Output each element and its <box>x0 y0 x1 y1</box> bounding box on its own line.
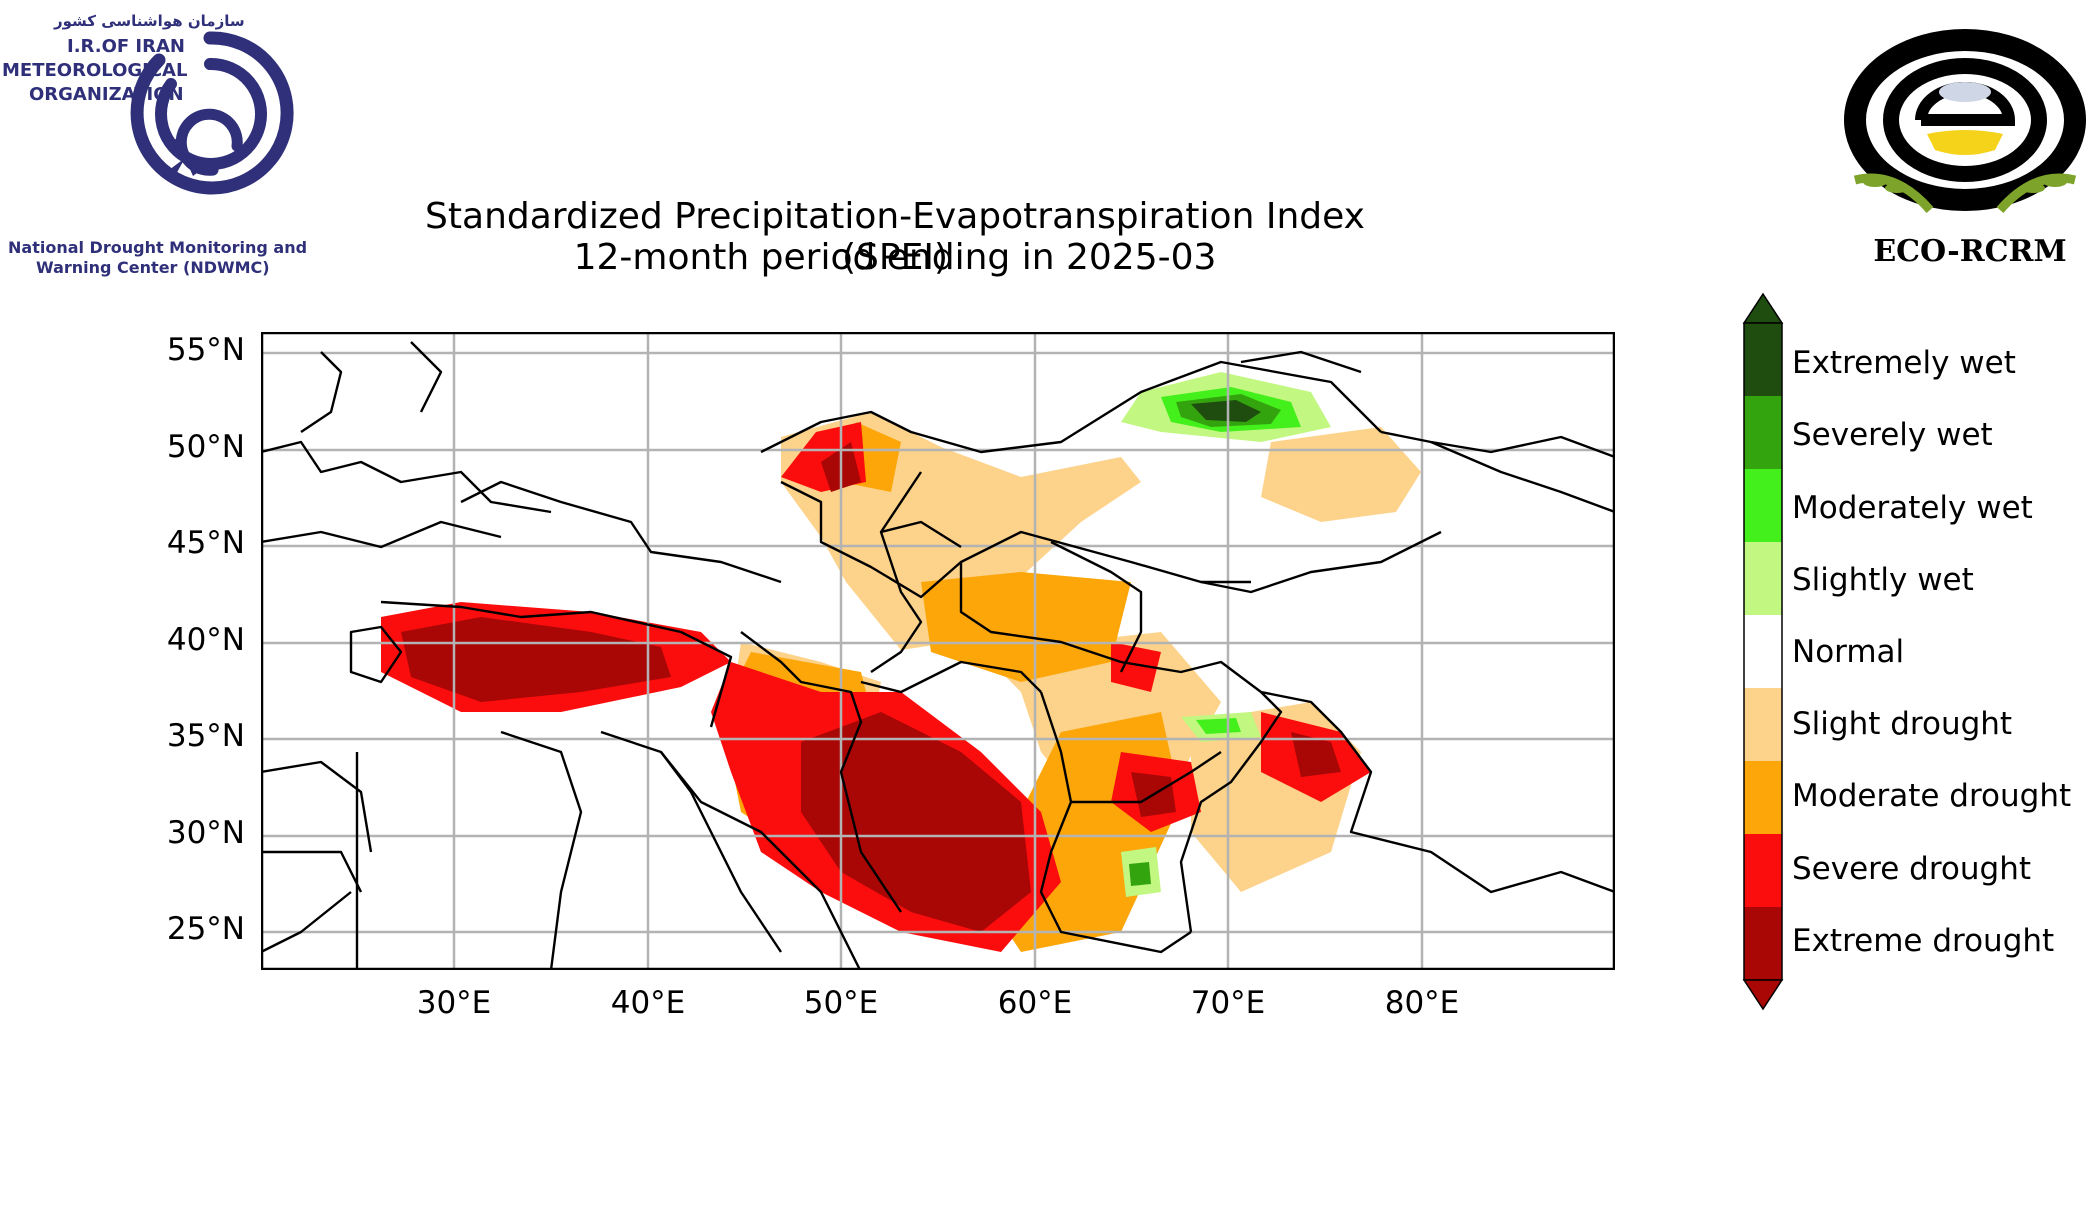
colorbar-swatch <box>1744 396 1782 469</box>
legend-label-normal: Normal <box>1792 634 1905 670</box>
colorbar-swatch <box>1744 907 1782 980</box>
colorbar-extend-wet <box>1742 292 1784 324</box>
legend-label-severe-drought: Severe drought <box>1792 851 2031 887</box>
map-frame <box>261 332 1615 970</box>
lat-label: 30°N <box>166 815 245 851</box>
logo-line1: I.R.OF IRAN <box>67 36 185 57</box>
colorbar-swatch <box>1744 761 1782 834</box>
legend-label-severely-wet: Severely wet <box>1792 417 1993 453</box>
eco-rcrm-text: ECO-RCRM <box>1873 234 2067 269</box>
lat-label: 40°N <box>166 622 245 658</box>
imo-logo: سازمان هواشناسی کشور I.R.OF IRAN METEORO… <box>0 10 307 285</box>
eco-rcrm-emblem-icon <box>1844 29 2086 214</box>
wet-region <box>1121 372 1331 897</box>
country-borders <box>261 341 1615 970</box>
eco-rcrm-logo: ECO-RCRM <box>1835 20 2095 275</box>
lat-label: 55°N <box>166 332 245 368</box>
legend-label-extremely-wet: Extremely wet <box>1792 345 2016 381</box>
lon-label: 80°E <box>1384 985 1460 1021</box>
colorbar-swatch <box>1744 469 1782 542</box>
legend-label-moderately-wet: Moderately wet <box>1792 490 2033 526</box>
map-title: Standardized Precipitation-Evapotranspir… <box>425 196 1365 278</box>
imo-spiral-icon <box>130 31 294 195</box>
colorbar-swatch <box>1744 323 1782 396</box>
legend-label-moderate-drought: Moderate drought <box>1792 778 2072 814</box>
lat-label: 25°N <box>166 911 245 947</box>
lat-label: 50°N <box>166 429 245 465</box>
logo-persian-text: سازمان هواشناسی کشور <box>54 12 245 30</box>
legend-label-slight-drought: Slight drought <box>1792 706 2013 742</box>
colorbar-swatch <box>1744 615 1782 688</box>
colorbar-extend-drought <box>1742 979 1784 1011</box>
logo-center-line2: Warning Center (NDWMC) <box>36 258 270 277</box>
extreme-drought-region <box>401 442 1341 932</box>
spei-map <box>261 332 1615 970</box>
map-subtitle: 12-month period ending in 2025-03 <box>573 237 1217 278</box>
legend-label-extreme-drought: Extreme drought <box>1792 923 2055 959</box>
lon-label: 40°E <box>610 985 686 1021</box>
logo-center-line1: National Drought Monitoring and <box>8 238 308 257</box>
legend-label-slightly-wet: Slightly wet <box>1792 562 1974 598</box>
lon-label: 60°E <box>997 985 1073 1021</box>
lon-label: 70°E <box>1190 985 1266 1021</box>
lon-label: 50°E <box>803 985 879 1021</box>
lat-label: 45°N <box>166 525 245 561</box>
colorbar-swatch <box>1744 688 1782 761</box>
colorbar <box>1742 292 1784 1011</box>
lat-label: 35°N <box>166 718 245 754</box>
lon-label: 30°E <box>416 985 492 1021</box>
map-graticule <box>261 332 1615 970</box>
colorbar-swatch <box>1744 834 1782 907</box>
colorbar-swatch <box>1744 542 1782 615</box>
